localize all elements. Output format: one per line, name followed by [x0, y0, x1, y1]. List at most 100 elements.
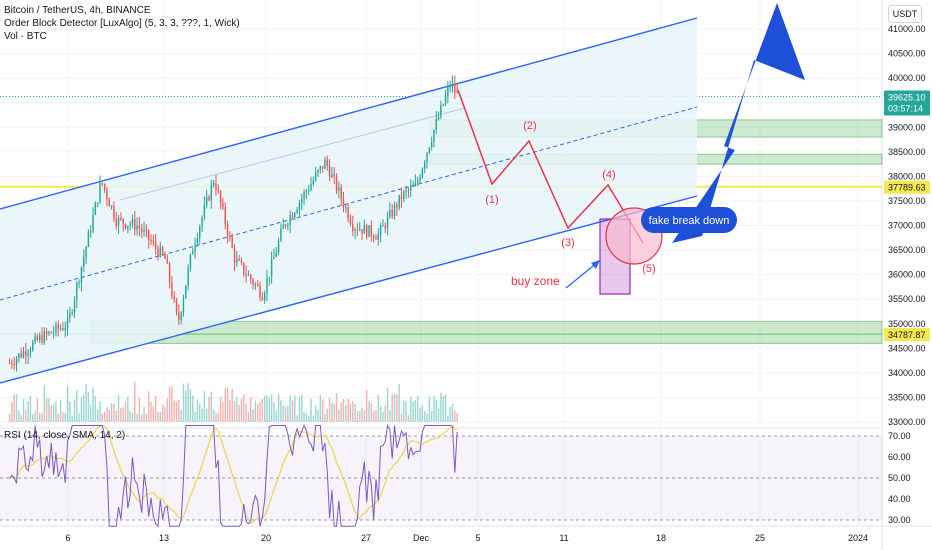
candle-body: [384, 225, 386, 229]
candle-body: [437, 117, 440, 120]
rsi-tick-label: 30.00: [888, 515, 911, 525]
rsi-legend[interactable]: RSI (14, close, SMA, 14, 2): [4, 430, 126, 441]
wave-label: (5): [642, 263, 655, 275]
volume-bar: [64, 413, 66, 422]
volume-bar: [34, 411, 36, 422]
volume-bar: [57, 413, 59, 422]
y-tick-label: 37500.00: [888, 196, 926, 206]
channel-upper-line: [0, 17, 698, 210]
volume-bar: [268, 397, 271, 422]
volume-bar: [259, 401, 261, 422]
candle-body: [78, 282, 80, 284]
volume-bar: [27, 401, 29, 422]
volume-bar: [83, 394, 85, 422]
volume-bar: [217, 412, 219, 422]
y-tick-label: 41000.00: [888, 24, 926, 34]
volume-bar: [245, 403, 247, 422]
volume-bar: [196, 399, 199, 422]
candle-body: [226, 224, 229, 236]
candle-body: [94, 202, 97, 215]
candle-body: [159, 247, 162, 257]
last-price-badge-value: 39625.10: [888, 93, 926, 103]
candle-body: [101, 182, 104, 184]
volume-bar: [59, 399, 62, 422]
volume-bar: [414, 400, 417, 422]
candle-body: [178, 312, 180, 321]
volume-bar: [275, 410, 277, 422]
x-tick-label: 2024: [848, 533, 868, 543]
candle-body: [375, 238, 377, 240]
candle-body: [289, 215, 291, 225]
volume-bar: [201, 408, 203, 422]
candle-body: [152, 241, 155, 243]
candle-body: [129, 224, 131, 226]
candle-body: [205, 196, 208, 205]
candle-body: [284, 224, 287, 226]
candle-body: [189, 254, 192, 269]
candle-body: [247, 275, 250, 277]
volume-bar: [52, 404, 55, 422]
volume-bar: [99, 401, 101, 422]
candle-body: [393, 204, 396, 217]
last-price-badge-countdown: 03:57:14: [888, 104, 923, 114]
y-tick-label: 33500.00: [888, 392, 926, 402]
volume-bar: [36, 398, 39, 422]
candle-body: [454, 83, 456, 93]
candle-body: [217, 190, 219, 192]
candle-body: [43, 331, 46, 343]
symbol-legend[interactable]: Bitcoin / TetherUS, 4h, BINANCE: [4, 5, 151, 16]
candle-body: [259, 285, 261, 298]
candle-body: [426, 152, 428, 163]
y-tick-label: 36000.00: [888, 270, 926, 280]
volume-bar: [375, 410, 377, 422]
volume-bar: [377, 394, 380, 422]
candle-body: [55, 324, 57, 333]
currency-button[interactable]: USDT: [888, 5, 922, 23]
volume-bar: [13, 394, 15, 422]
volume-bar: [175, 401, 178, 422]
volume-bar: [421, 404, 424, 422]
volume-legend[interactable]: Vol · BTC: [4, 31, 47, 42]
candle-body: [147, 230, 150, 241]
volume-bar: [85, 384, 87, 422]
volume-bar: [307, 415, 310, 422]
volume-bar: [345, 405, 347, 422]
indicator-legend[interactable]: Order Block Detector [LuxAlgo] (5, 3, 3,…: [4, 18, 240, 29]
candle-body: [57, 324, 59, 329]
volume-bar: [219, 397, 222, 422]
candle-body: [187, 268, 189, 286]
volume-bar: [301, 394, 303, 422]
candle-body: [145, 229, 148, 231]
last-price-badge-bg: [884, 90, 930, 116]
candle-body: [430, 141, 433, 148]
volume-bar: [90, 404, 92, 422]
volume-bar: [240, 398, 243, 422]
volume-bar: [159, 411, 162, 422]
candle-body: [196, 237, 199, 245]
volume-bar: [398, 383, 400, 422]
volume-bar: [407, 414, 410, 422]
candle-body: [261, 297, 264, 301]
candle-body: [321, 166, 324, 169]
volume-bar: [263, 395, 266, 422]
candle-body: [377, 234, 380, 240]
volume-bar: [426, 413, 428, 422]
candle-body: [419, 177, 421, 181]
candle-body: [87, 231, 90, 247]
volume-bar: [80, 397, 83, 422]
volume-bar: [113, 403, 115, 422]
volume-bar: [205, 408, 208, 422]
candle-body: [396, 204, 398, 208]
projection-zigzag: [457, 89, 644, 244]
candle-body: [307, 190, 310, 192]
candle-body: [27, 353, 29, 356]
volume-bar: [389, 409, 391, 422]
volume-bar: [430, 411, 433, 422]
volume-bar: [416, 395, 419, 422]
volume-bar: [108, 410, 110, 422]
volume-bar: [440, 392, 442, 422]
candle-body: [90, 231, 92, 233]
candle-body: [282, 224, 284, 229]
candle-body: [414, 182, 417, 186]
